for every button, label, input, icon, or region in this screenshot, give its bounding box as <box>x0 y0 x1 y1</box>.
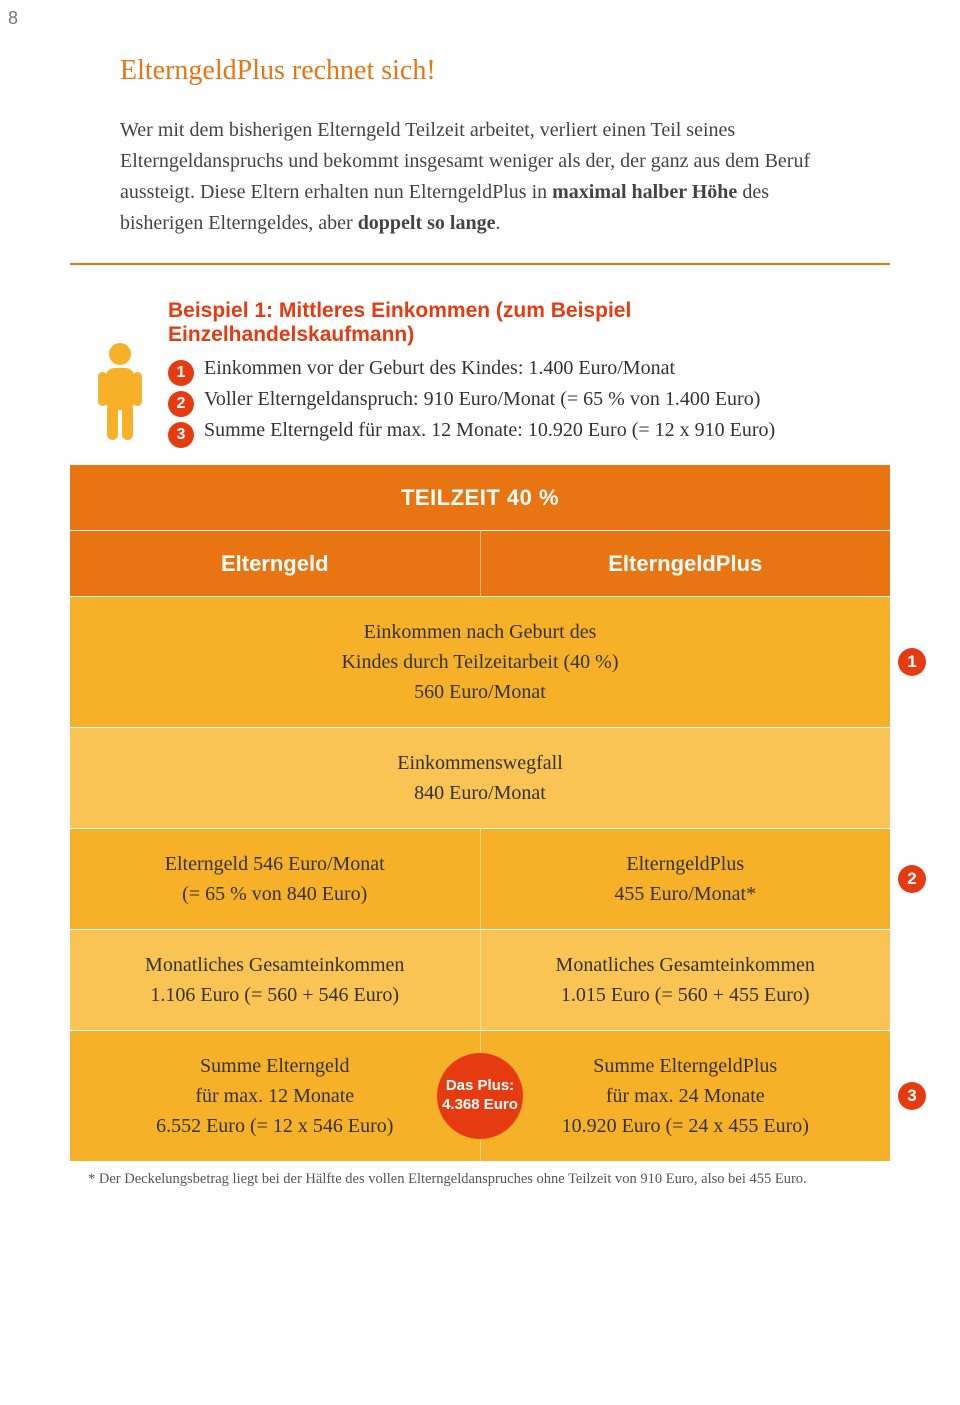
side-badge-2-icon: 2 <box>898 865 926 893</box>
intro-paragraph: Wer mit dem bisherigen Elterngeld Teilze… <box>120 115 840 239</box>
row3-right-l1: ElterngeldPlus <box>509 849 863 879</box>
person-icon <box>90 299 150 446</box>
badge-3-icon: 3 <box>168 422 194 448</box>
side-badge-3-icon: 3 <box>898 1082 926 1110</box>
example-line-2-text: Voller Elterngeldanspruch: 910 Euro/Mona… <box>204 384 760 415</box>
row1-l3: 560 Euro/Monat <box>98 677 862 707</box>
col-header-right: ElterngeldPlus <box>480 531 891 596</box>
badge-2-icon: 2 <box>168 391 194 417</box>
row4-left-l2: 1.106 Euro (= 560 + 546 Euro) <box>98 980 452 1010</box>
example-line-3-text: Summe Elterngeld für max. 12 Monate: 10.… <box>204 415 775 446</box>
row5-left-l1: Summe Elterngeld <box>98 1051 452 1081</box>
row5-right-l1: Summe ElterngeldPlus <box>509 1051 863 1081</box>
row5-left-l3: 6.552 Euro (= 12 x 546 Euro) <box>98 1111 452 1141</box>
row4-left-l1: Monatliches Gesamteinkommen <box>98 950 452 980</box>
intro-section: ElterngeldPlus rechnet sich! Wer mit dem… <box>0 0 960 263</box>
row3-right: ElterngeldPlus 455 Euro/Monat* <box>480 829 891 929</box>
row5-left-l2: für max. 12 Monate <box>98 1081 452 1111</box>
example-line-1: 1 Einkommen vor der Geburt des Kindes: 1… <box>168 353 870 384</box>
row3-left: Elterngeld 546 Euro/Monat (= 65 % von 84… <box>70 829 480 929</box>
example-line-1-text: Einkommen vor der Geburt des Kindes: 1.4… <box>204 353 675 384</box>
row3-right-l2: 455 Euro/Monat* <box>509 879 863 909</box>
teilzeit-header: TEILZEIT 40 % <box>70 465 890 530</box>
row3-left-l1: Elterngeld 546 Euro/Monat <box>98 849 452 879</box>
row1-l1: Einkommen nach Geburt des <box>98 617 862 647</box>
page-title: ElterngeldPlus rechnet sich! <box>120 55 840 87</box>
example-line-2: 2 Voller Elterngeldanspruch: 910 Euro/Mo… <box>168 384 870 415</box>
side-badge-1-icon: 1 <box>898 648 926 676</box>
row-income-parttime: Einkommen nach Geburt des Kindes durch T… <box>70 597 890 727</box>
example-line-3: 3 Summe Elterngeld für max. 12 Monate: 1… <box>168 415 870 446</box>
row4-right-l2: 1.015 Euro (= 560 + 455 Euro) <box>509 980 863 1010</box>
intro-text-3: . <box>496 212 501 234</box>
row5-right-l2: für max. 24 Monate <box>509 1081 863 1111</box>
row3-left-l2: (= 65 % von 840 Euro) <box>98 879 452 909</box>
row4-right: Monatliches Gesamteinkommen 1.015 Euro (… <box>480 930 891 1030</box>
row4-right-l1: Monatliches Gesamteinkommen <box>509 950 863 980</box>
row-income-loss: Einkommenswegfall 840 Euro/Monat <box>70 728 890 828</box>
row5-left: Summe Elterngeld für max. 12 Monate 6.55… <box>70 1031 480 1161</box>
example-box: Beispiel 1: Mittleres Einkommen (zum Bei… <box>70 283 890 464</box>
row5-right-l3: 10.920 Euro (= 24 x 455 Euro) <box>509 1111 863 1141</box>
row2-l2: 840 Euro/Monat <box>98 778 862 808</box>
footnote: * Der Deckelungsbetrag liegt bei der Häl… <box>70 1161 890 1206</box>
comparison-table: TEILZEIT 40 % Elterngeld ElterngeldPlus … <box>70 464 890 1206</box>
plus-badge-l1: Das Plus: <box>446 1077 514 1096</box>
plus-badge-l2: 4.368 Euro <box>442 1096 518 1115</box>
badge-1-icon: 1 <box>168 360 194 386</box>
page-number: 8 <box>8 8 18 29</box>
row2-l1: Einkommenswegfall <box>98 748 862 778</box>
col-header-left: Elterngeld <box>70 531 480 596</box>
row1-l2: Kindes durch Teilzeitarbeit (40 %) <box>98 647 862 677</box>
plus-badge: Das Plus: 4.368 Euro <box>437 1053 523 1139</box>
intro-bold-2: doppelt so lange <box>358 212 496 234</box>
intro-bold-1: maximal halber Höhe <box>552 181 737 203</box>
row4-left: Monatliches Gesamteinkommen 1.106 Euro (… <box>70 930 480 1030</box>
row5-right: Summe ElterngeldPlus für max. 24 Monate … <box>480 1031 891 1161</box>
example-title: Beispiel 1: Mittleres Einkommen (zum Bei… <box>168 299 870 347</box>
